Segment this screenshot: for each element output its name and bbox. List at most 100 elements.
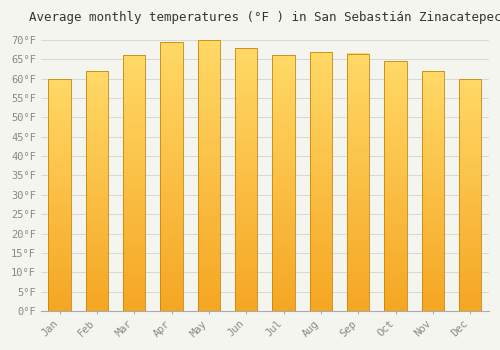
Bar	[198, 208, 220, 211]
Bar	[459, 125, 481, 127]
Bar	[272, 76, 295, 78]
Bar	[384, 189, 407, 191]
Bar	[310, 238, 332, 241]
Bar	[347, 308, 370, 311]
Bar	[235, 121, 258, 124]
Bar	[459, 79, 481, 81]
Bar	[384, 183, 407, 186]
Bar	[422, 160, 444, 162]
Bar	[198, 46, 220, 48]
Bar	[459, 111, 481, 113]
Bar	[384, 131, 407, 134]
Bar	[86, 282, 108, 285]
Bar	[198, 276, 220, 278]
Bar	[198, 267, 220, 270]
Bar	[86, 164, 108, 167]
Bar	[123, 265, 146, 267]
Bar	[384, 139, 407, 141]
Bar	[459, 297, 481, 299]
Bar	[235, 250, 258, 253]
Bar	[48, 137, 71, 139]
Bar	[272, 124, 295, 127]
Bar	[86, 172, 108, 174]
Bar	[160, 198, 183, 201]
Bar	[310, 220, 332, 223]
Bar	[235, 253, 258, 255]
Bar	[384, 89, 407, 91]
Bar	[123, 257, 146, 260]
Bar	[384, 81, 407, 84]
Bar	[272, 140, 295, 142]
Bar	[160, 306, 183, 308]
Bar	[347, 275, 370, 278]
Bar	[384, 166, 407, 169]
Bar	[86, 198, 108, 201]
Bar	[272, 106, 295, 109]
Bar	[160, 193, 183, 195]
Bar	[198, 56, 220, 59]
Bar	[198, 270, 220, 273]
Bar	[422, 71, 444, 74]
Bar	[347, 282, 370, 285]
Bar	[86, 294, 108, 296]
Bar	[347, 126, 370, 128]
Bar	[310, 163, 332, 166]
Bar	[48, 211, 71, 213]
Bar	[310, 257, 332, 259]
Bar	[384, 226, 407, 229]
Bar	[235, 240, 258, 243]
Bar	[235, 195, 258, 198]
Bar	[310, 127, 332, 130]
Bar	[272, 102, 295, 104]
Bar	[422, 292, 444, 294]
Bar	[310, 124, 332, 127]
Bar	[198, 194, 220, 197]
Bar	[422, 184, 444, 186]
Bar	[160, 303, 183, 306]
Bar	[48, 239, 71, 241]
Bar	[310, 259, 332, 262]
Bar	[422, 88, 444, 90]
Bar	[384, 196, 407, 198]
Bar	[422, 265, 444, 268]
Bar	[422, 167, 444, 169]
Bar	[235, 264, 258, 266]
Bar	[310, 244, 332, 246]
Bar	[86, 224, 108, 227]
Bar	[48, 155, 71, 158]
Bar	[123, 222, 146, 224]
Bar	[384, 174, 407, 176]
Bar	[86, 153, 108, 155]
Bar	[347, 71, 370, 74]
Bar	[235, 113, 258, 116]
Bar	[48, 251, 71, 253]
Bar	[347, 298, 370, 301]
Bar	[48, 220, 71, 223]
Bar	[48, 204, 71, 206]
Bar	[235, 74, 258, 77]
Bar	[459, 234, 481, 237]
Bar	[272, 91, 295, 94]
Bar	[48, 134, 71, 137]
Bar	[86, 105, 108, 107]
Bar	[422, 176, 444, 179]
Bar	[48, 127, 71, 130]
Bar	[123, 102, 146, 104]
Bar	[422, 121, 444, 124]
Bar	[160, 176, 183, 179]
Bar	[272, 170, 295, 173]
Bar	[160, 90, 183, 93]
Bar	[272, 226, 295, 229]
Bar	[123, 262, 146, 265]
Bar	[235, 190, 258, 193]
Bar	[48, 274, 71, 276]
Bar	[310, 306, 332, 308]
Bar	[347, 254, 370, 257]
Bar	[160, 96, 183, 98]
Bar	[459, 169, 481, 171]
Bar	[459, 141, 481, 144]
Bar	[422, 270, 444, 273]
Bar	[422, 239, 444, 241]
Bar	[198, 300, 220, 303]
Bar	[459, 269, 481, 272]
